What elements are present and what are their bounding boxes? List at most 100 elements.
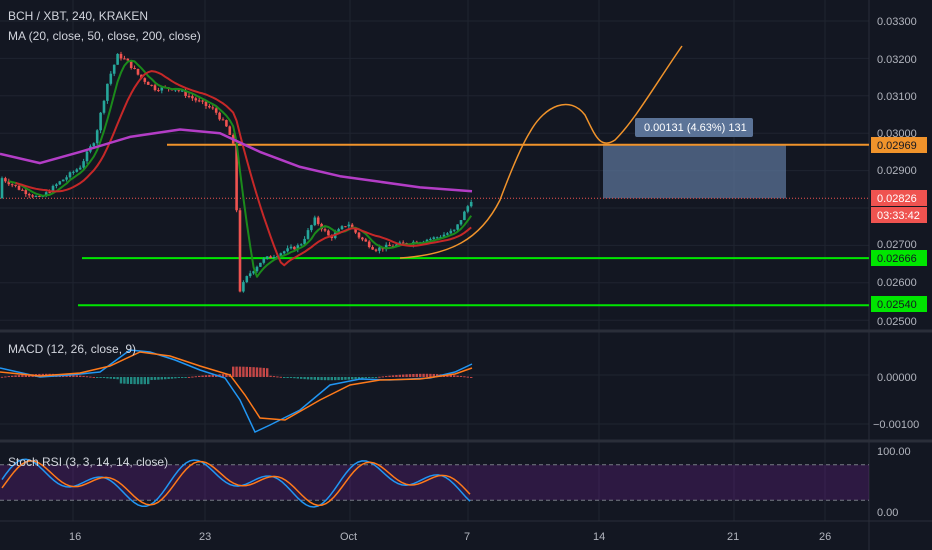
macd-histogram-bar xyxy=(269,375,272,377)
macd-histogram-bar xyxy=(422,373,425,377)
candle-body xyxy=(425,239,429,242)
macd-histogram-bar xyxy=(364,377,367,379)
macd-histogram-bar xyxy=(109,377,112,379)
ma20-line xyxy=(8,59,473,278)
macd-histogram-bar xyxy=(276,376,279,378)
candle-body xyxy=(235,143,238,211)
macd-histogram-bar xyxy=(289,377,293,378)
grid-lines xyxy=(0,0,869,521)
candle-body xyxy=(357,232,361,238)
macd-histogram-bar xyxy=(388,375,391,377)
macd-histogram-bar xyxy=(102,377,106,379)
candle-body xyxy=(72,171,75,173)
stoch-legend[interactable]: Stoch RSI (3, 3, 14, 14, close) xyxy=(8,455,169,469)
macd-histogram-bar xyxy=(147,377,150,385)
macd-tick-label: −0.00100 xyxy=(873,419,919,431)
projection-box[interactable] xyxy=(603,144,786,199)
candle-body xyxy=(384,244,388,250)
candle-body xyxy=(68,172,72,178)
macd-histogram-bar xyxy=(89,376,92,378)
macd-histogram-bar xyxy=(385,376,388,378)
price-tick-label: 0.03300 xyxy=(877,16,917,28)
candle-body xyxy=(211,107,215,109)
candle-body xyxy=(221,119,225,121)
candle-body xyxy=(442,234,446,237)
macd-histogram-bar xyxy=(133,377,136,385)
macd-histogram-bar xyxy=(187,376,191,378)
macd-histogram-bar xyxy=(177,377,180,379)
macd-histogram-bar xyxy=(449,374,452,377)
candle-body xyxy=(31,195,34,197)
macd-histogram-bar xyxy=(7,376,10,378)
time-tick-label: 14 xyxy=(593,531,605,543)
macd-histogram-bar xyxy=(157,377,160,380)
time-axis[interactable]: 16 23 Oct 7 14 21 26 xyxy=(69,531,831,543)
macd-histogram-bar xyxy=(106,377,109,379)
candle-body xyxy=(123,58,126,60)
candle-body xyxy=(106,83,109,101)
projection-arc[interactable] xyxy=(399,45,683,259)
candle-body xyxy=(38,196,41,198)
candle-body xyxy=(378,247,381,251)
candle-body xyxy=(7,181,11,185)
candle-body xyxy=(303,238,306,245)
stoch-rsi-pane xyxy=(0,458,869,508)
candle-body xyxy=(150,84,153,86)
price-axis[interactable]: 0.03300 0.03200 0.03100 0.03000 0.02900 … xyxy=(877,16,917,328)
candle-body xyxy=(194,98,198,101)
ma50-line xyxy=(15,70,472,267)
macd-legend[interactable]: MACD (12, 26, close, 9) xyxy=(8,342,137,356)
candle-body xyxy=(99,112,102,131)
macd-histogram-bar xyxy=(232,366,235,377)
macd-histogram-bar xyxy=(167,377,170,379)
ma-legend[interactable]: MA (20, close, 50, close, 200, close) xyxy=(8,29,201,43)
candle-body xyxy=(463,211,466,221)
macd-histogram-bar xyxy=(259,367,262,377)
candle-body xyxy=(75,169,79,172)
macd-histogram-bar xyxy=(126,377,129,384)
candle-body xyxy=(21,189,24,191)
candle-body xyxy=(119,53,123,59)
macd-histogram-bar xyxy=(415,373,418,377)
candle-body xyxy=(0,178,4,199)
candle-body xyxy=(17,185,21,190)
macd-histogram-bar xyxy=(466,376,469,378)
candle-body xyxy=(4,178,7,182)
resistance-price-text: 0.02969 xyxy=(877,140,917,152)
candle-body xyxy=(323,229,327,231)
projection-label: 0.00131 (4.63%) 131 xyxy=(635,118,753,137)
candle-body xyxy=(364,239,368,242)
candle-body xyxy=(129,60,133,69)
candle-body xyxy=(177,89,181,91)
macd-histogram-bar xyxy=(198,375,201,377)
macd-histogram-bar xyxy=(262,367,265,377)
macd-axis[interactable]: 0.00000 −0.00100 xyxy=(873,372,919,431)
macd-histogram-bar xyxy=(283,377,286,378)
stoch-axis[interactable]: 100.00 0.00 xyxy=(877,446,911,519)
projection-arc-line xyxy=(399,45,683,259)
candle-body xyxy=(469,201,473,207)
stoch-band xyxy=(0,464,869,501)
candle-body xyxy=(238,210,242,292)
macd-histogram-bar xyxy=(116,377,119,380)
candle-body xyxy=(112,64,116,74)
level-lines[interactable] xyxy=(0,143,869,307)
macd-histogram-bar xyxy=(24,374,27,377)
support-2-price-tag: 0.02540 xyxy=(871,296,927,312)
candle-body xyxy=(24,190,28,195)
macd-histogram-bar xyxy=(242,366,245,377)
macd-histogram-bar xyxy=(320,377,323,381)
symbol-legend[interactable]: BCH / XBT, 240, KRAKEN xyxy=(8,9,149,23)
time-tick-label: 21 xyxy=(727,531,739,543)
macd-histogram-bar xyxy=(361,377,364,379)
candle-body xyxy=(58,181,62,185)
macd-histogram-bar xyxy=(313,377,316,380)
macd-histogram-bar xyxy=(153,377,157,380)
macd-tick-label: 0.00000 xyxy=(877,372,917,384)
candle-body xyxy=(354,227,357,233)
macd-histogram-bar xyxy=(194,376,197,378)
candle-body xyxy=(296,245,300,250)
candle-body xyxy=(265,256,269,259)
macd-histogram-bar xyxy=(221,374,225,377)
